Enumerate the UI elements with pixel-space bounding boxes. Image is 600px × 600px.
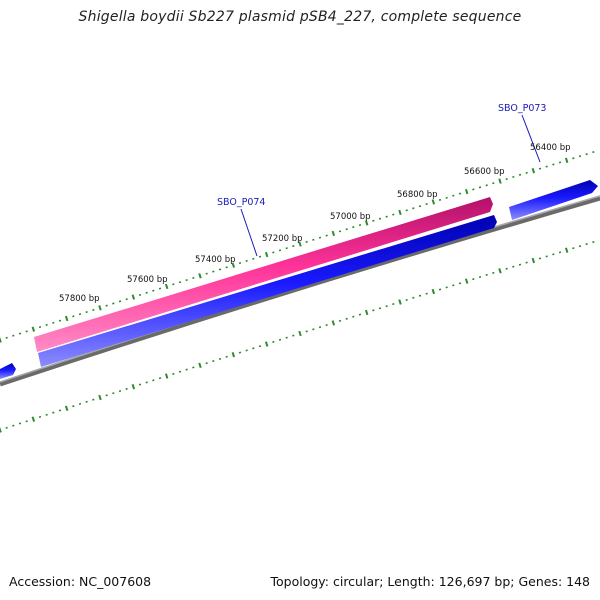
gene-reverse-long[interactable] bbox=[38, 215, 497, 367]
major-tick bbox=[464, 188, 469, 195]
major-tick bbox=[164, 373, 169, 379]
minor-tick bbox=[18, 332, 22, 335]
major-tick bbox=[298, 241, 302, 247]
major-tick bbox=[364, 220, 369, 226]
major-tick bbox=[564, 157, 569, 164]
major-tick bbox=[498, 268, 502, 274]
major-tick bbox=[98, 394, 102, 401]
gene-label-leader-sbo-p073 bbox=[521, 114, 541, 163]
tick-label: 57800 bp bbox=[59, 294, 100, 304]
minor-tick bbox=[58, 319, 62, 322]
major-tick bbox=[531, 168, 536, 174]
major-tick bbox=[31, 416, 36, 422]
major-tick bbox=[531, 257, 536, 264]
gene-label-sbo-p073[interactable]: SBO_P073 bbox=[498, 103, 546, 114]
inner-tick-ring bbox=[0, 240, 595, 433]
major-tick bbox=[231, 262, 236, 268]
major-tick bbox=[0, 337, 2, 343]
major-tick bbox=[64, 315, 69, 322]
major-tick bbox=[64, 405, 69, 411]
tick-label: 57600 bp bbox=[127, 275, 168, 285]
major-tick bbox=[398, 209, 402, 216]
minor-tick bbox=[138, 383, 142, 386]
major-tick bbox=[131, 384, 136, 390]
tick-label: 56600 bp bbox=[464, 167, 505, 177]
major-tick bbox=[198, 273, 202, 279]
major-tick bbox=[331, 320, 336, 326]
gene-sbo-p073-reverse[interactable] bbox=[509, 180, 598, 220]
tick-label: 56400 bp bbox=[530, 143, 571, 153]
major-tick bbox=[298, 330, 302, 337]
major-tick bbox=[431, 199, 436, 205]
major-tick bbox=[398, 299, 402, 305]
minor-tick bbox=[38, 326, 42, 329]
major-tick bbox=[264, 251, 269, 258]
major-tick bbox=[198, 362, 202, 369]
sequence-backbone bbox=[0, 195, 600, 387]
gene-sbo-p074-forward[interactable] bbox=[34, 197, 493, 352]
gene-left-fragment[interactable] bbox=[0, 363, 16, 379]
minor-tick bbox=[58, 409, 62, 412]
major-tick bbox=[164, 283, 169, 290]
major-tick bbox=[564, 247, 569, 253]
major-tick bbox=[31, 326, 36, 332]
major-tick bbox=[231, 351, 236, 358]
tick-label: 57000 bp bbox=[330, 212, 371, 222]
gene-label-sbo-p074[interactable]: SBO_P074 bbox=[217, 197, 265, 208]
gene-label-leader-sbo-p074 bbox=[240, 208, 258, 257]
minor-tick bbox=[38, 415, 42, 419]
major-tick bbox=[431, 288, 436, 295]
major-tick bbox=[331, 230, 336, 237]
major-tick bbox=[464, 278, 469, 284]
major-tick bbox=[364, 309, 369, 316]
major-tick bbox=[131, 294, 136, 300]
major-tick bbox=[498, 178, 502, 184]
minor-tick bbox=[78, 402, 82, 406]
major-tick bbox=[0, 427, 2, 433]
major-tick bbox=[98, 305, 102, 311]
minor-tick bbox=[118, 389, 122, 393]
minor-tick bbox=[18, 422, 22, 425]
accession-label: Accession: NC_007608 bbox=[9, 574, 152, 589]
tick-label: 56800 bp bbox=[397, 190, 438, 200]
map-title: Shigella boydii Sb227 plasmid pSB4_227, … bbox=[78, 9, 522, 25]
sequence-summary: Topology: circular; Length: 126,697 bp; … bbox=[270, 574, 591, 589]
tick-label: 57400 bp bbox=[195, 255, 236, 265]
outer-tick-ring bbox=[0, 151, 595, 343]
tick-label: 57200 bp bbox=[262, 234, 303, 244]
major-tick bbox=[264, 341, 269, 347]
